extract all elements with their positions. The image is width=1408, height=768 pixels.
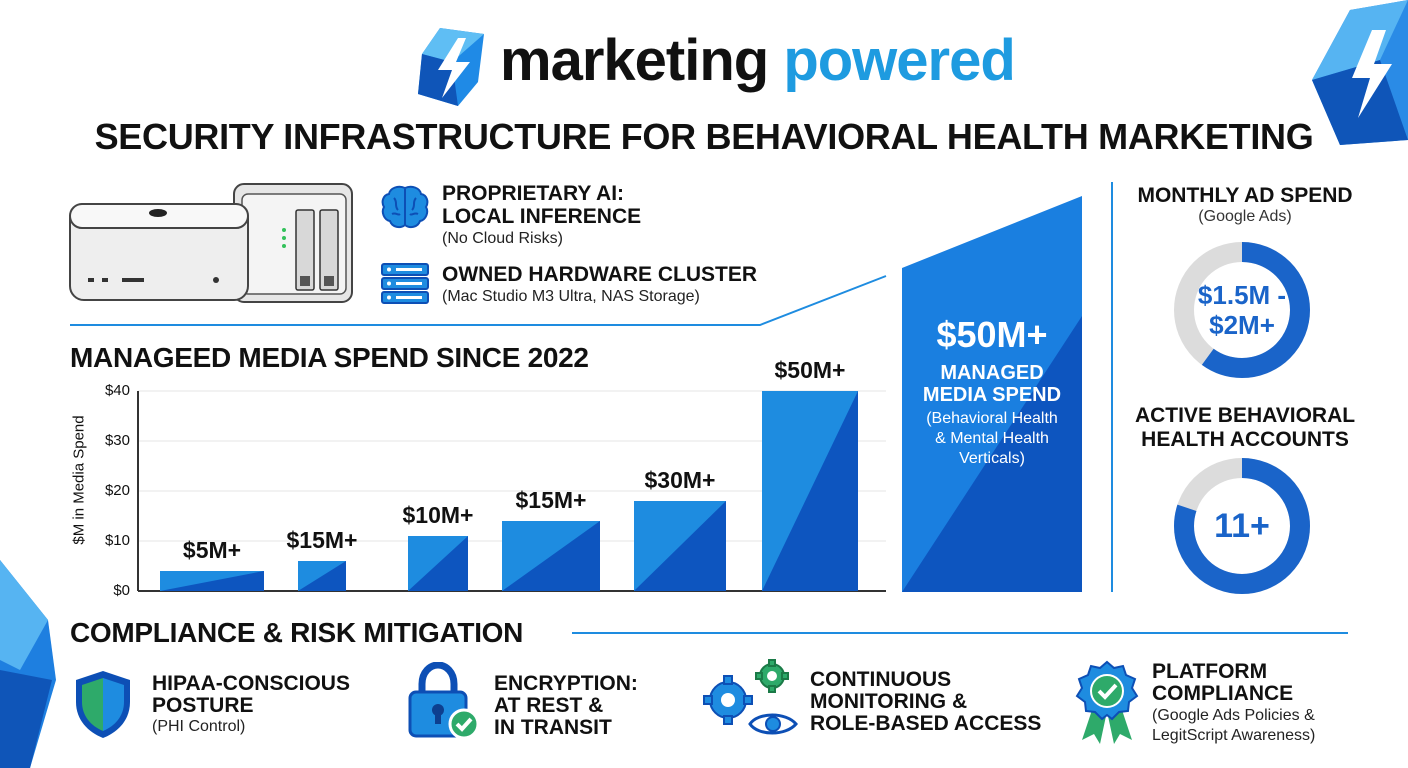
highlight-value: $50M+ bbox=[936, 314, 1048, 355]
brand-word-marketing: marketing bbox=[500, 28, 769, 93]
highlight-line1: MANAGED bbox=[940, 362, 1044, 384]
compliance-monitoring-line1: CONTINUOUS bbox=[810, 668, 952, 691]
bar-data-label: $15M+ bbox=[515, 487, 587, 513]
highlight-panel bbox=[902, 196, 1082, 592]
gears-eye-icon bbox=[703, 659, 798, 735]
stat-accounts-donut: 11+ bbox=[1172, 456, 1312, 596]
page-title: SECURITY INFRASTRUCTURE FOR BEHAVIORAL H… bbox=[94, 116, 1314, 157]
stat-ad-spend-donut: $1.5M - $2M+ bbox=[1172, 240, 1312, 380]
stat-ad-spend-heading: MONTHLY AD SPEND bbox=[1137, 184, 1353, 207]
chart-bar bbox=[502, 521, 600, 591]
y-tick-40: $40 bbox=[104, 382, 130, 399]
compliance-hipaa-line1: HIPAA-CONSCIOUS bbox=[152, 672, 350, 695]
chart-section-title: MANAGEED MEDIA SPEND SINCE 2022 bbox=[70, 342, 589, 373]
donut-ad-spend bbox=[1174, 242, 1310, 378]
brand-header: marketing powered bbox=[412, 24, 1016, 108]
feature-ai-sub: (No Cloud Risks) bbox=[442, 230, 563, 247]
compliance-platform-sub2: LegitScript Awareness) bbox=[1152, 727, 1316, 744]
brand-word-powered: powered bbox=[783, 28, 1015, 93]
stat-ad-spend-sub: (Google Ads) bbox=[1198, 208, 1292, 225]
y-tick-0: $0 bbox=[113, 582, 130, 599]
corner-shard-top-right-icon bbox=[1312, 0, 1408, 145]
stat-ad-spend-value-1: $1.5M - bbox=[1197, 280, 1287, 310]
compliance-monitoring-line2: MONITORING & bbox=[810, 690, 968, 713]
compliance-encryption-line3: IN TRANSIT bbox=[494, 716, 612, 739]
compliance-hipaa-sub: (PHI Control) bbox=[152, 718, 246, 735]
chart-bar bbox=[298, 561, 346, 591]
bar-data-label: $50M+ bbox=[774, 357, 846, 383]
compliance-platform-sub1: (Google Ads Policies & bbox=[1152, 707, 1315, 724]
shield-icon bbox=[76, 671, 130, 738]
chart-bar bbox=[762, 391, 858, 591]
padlock-check-icon bbox=[408, 662, 480, 740]
lightning-bolt-icon bbox=[418, 28, 484, 106]
chart-bar bbox=[408, 536, 468, 591]
feature-ai-heading-2: LOCAL INFERENCE bbox=[442, 205, 642, 228]
feature-ai-heading-1: PROPRIETARY AI: bbox=[442, 182, 625, 205]
highlight-sub1: (Behavioral Health bbox=[926, 410, 1058, 427]
compliance-encryption-line1: ENCRYPTION: bbox=[494, 672, 638, 695]
compliance-platform-line1: PLATFORM bbox=[1152, 660, 1268, 683]
stat-accounts-value: 11+ bbox=[1214, 506, 1270, 545]
chart-bar bbox=[160, 571, 264, 591]
y-tick-10: $10 bbox=[104, 532, 130, 549]
bar-data-label: $10M+ bbox=[402, 502, 474, 528]
stat-accounts-heading-2: HEALTH ACCOUNTS bbox=[1141, 428, 1349, 451]
y-tick-30: $30 bbox=[104, 432, 130, 449]
brain-icon bbox=[381, 185, 429, 229]
bar-data-label: $30M+ bbox=[644, 467, 716, 493]
compliance-monitoring-line3: ROLE-BASED ACCESS bbox=[810, 712, 1042, 735]
y-tick-20: $20 bbox=[104, 482, 130, 499]
brand-wordmark: marketing powered bbox=[500, 32, 1016, 90]
bar-data-label: $5M+ bbox=[182, 537, 242, 563]
highlight-sub2: & Mental Health bbox=[935, 430, 1049, 447]
compliance-encryption-line2: AT REST & bbox=[494, 694, 604, 717]
bar-data-label: $15M+ bbox=[286, 527, 358, 553]
stat-accounts-heading-1: ACTIVE BEHAVIORAL bbox=[1134, 404, 1356, 427]
highlight-sub3: Verticals) bbox=[959, 450, 1025, 467]
award-badge-icon bbox=[1075, 660, 1139, 744]
chart-bar bbox=[634, 501, 726, 591]
compliance-hipaa-line2: POSTURE bbox=[152, 694, 254, 717]
compliance-platform-line2: COMPLIANCE bbox=[1152, 682, 1294, 705]
corner-shard-bottom-left-icon bbox=[0, 560, 56, 768]
highlight-line2: MEDIA SPEND bbox=[922, 384, 1062, 406]
stat-ad-spend-value-2: $2M+ bbox=[1209, 310, 1275, 340]
donut-accounts bbox=[1174, 458, 1310, 594]
compliance-section-title: COMPLIANCE & RISK MITIGATION bbox=[70, 617, 524, 648]
